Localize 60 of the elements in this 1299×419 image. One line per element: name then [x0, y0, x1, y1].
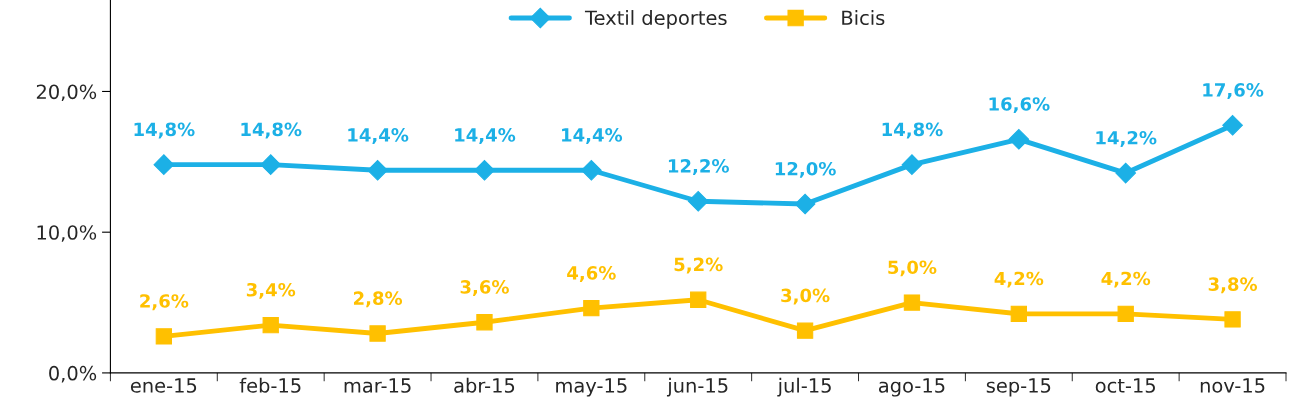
data-label: 2,6%: [140, 294, 189, 311]
data-label: 3,8%: [1208, 277, 1258, 294]
x-tick-label: oct-15: [1095, 378, 1155, 393]
data-label: 14,4%: [455, 128, 516, 145]
x-tick-label: abr-15: [454, 377, 515, 393]
point: [1224, 311, 1241, 328]
y-tick-label: 10,0%: [37, 225, 97, 242]
point: [153, 154, 175, 175]
point: [1222, 114, 1243, 136]
data-label: 14,8%: [241, 122, 302, 139]
point: [796, 322, 814, 339]
point: [687, 190, 709, 212]
point: [794, 193, 816, 215]
point: [581, 159, 602, 181]
point: [1115, 162, 1137, 184]
point: [369, 325, 386, 342]
data-label: 14,8%: [882, 122, 943, 139]
data-label: 12,2%: [668, 159, 729, 176]
point: [1008, 128, 1030, 150]
point: [367, 159, 388, 181]
x-tick-label: jul-15: [777, 377, 831, 397]
x-tick-label: sep-15: [986, 378, 1051, 397]
x-tick-label: jun-15: [666, 377, 728, 397]
data-label: 4,2%: [994, 271, 1044, 288]
y-tick-label: 0,0%: [49, 365, 97, 383]
data-label: 12,0%: [775, 161, 836, 178]
x-tick-label: feb-15: [239, 377, 301, 393]
x-tick-label: nov-15: [1200, 378, 1265, 393]
data-label: 5,0%: [888, 260, 937, 277]
y-tick-label: 20,0%: [36, 84, 97, 102]
data-label: 4,2%: [1101, 271, 1151, 288]
point: [1010, 305, 1027, 322]
data-label: 3,6%: [460, 280, 509, 297]
x-tick-label: ago-15: [878, 378, 945, 397]
x-tick-label: ene-15: [130, 378, 197, 393]
data-label: 4,6%: [567, 266, 616, 282]
data-label: 2,8%: [353, 291, 403, 308]
data-label: 17,6%: [1203, 83, 1264, 100]
data-label: 14,4%: [348, 128, 409, 145]
point: [901, 154, 923, 175]
data-label: 5,2%: [674, 257, 723, 274]
point: [155, 328, 173, 345]
data-label: 3,4%: [246, 282, 296, 299]
legend-label: Textil deportes: [584, 10, 727, 29]
data-label: 3,0%: [781, 288, 830, 305]
point: [1117, 305, 1134, 322]
point: [583, 300, 600, 317]
point: [474, 159, 495, 181]
data-label: 14,4%: [562, 128, 623, 145]
point: [903, 294, 921, 311]
point: [262, 316, 279, 334]
legend-label: Bicis: [842, 10, 885, 26]
data-label: 14,2%: [1096, 130, 1157, 147]
point: [476, 314, 493, 331]
point: [690, 291, 707, 308]
data-label: 14,8%: [134, 122, 195, 139]
x-tick-label: mar-15: [344, 378, 411, 393]
point: [260, 154, 282, 175]
x-tick-label: may-15: [556, 378, 627, 397]
data-label: 16,6%: [989, 97, 1050, 114]
